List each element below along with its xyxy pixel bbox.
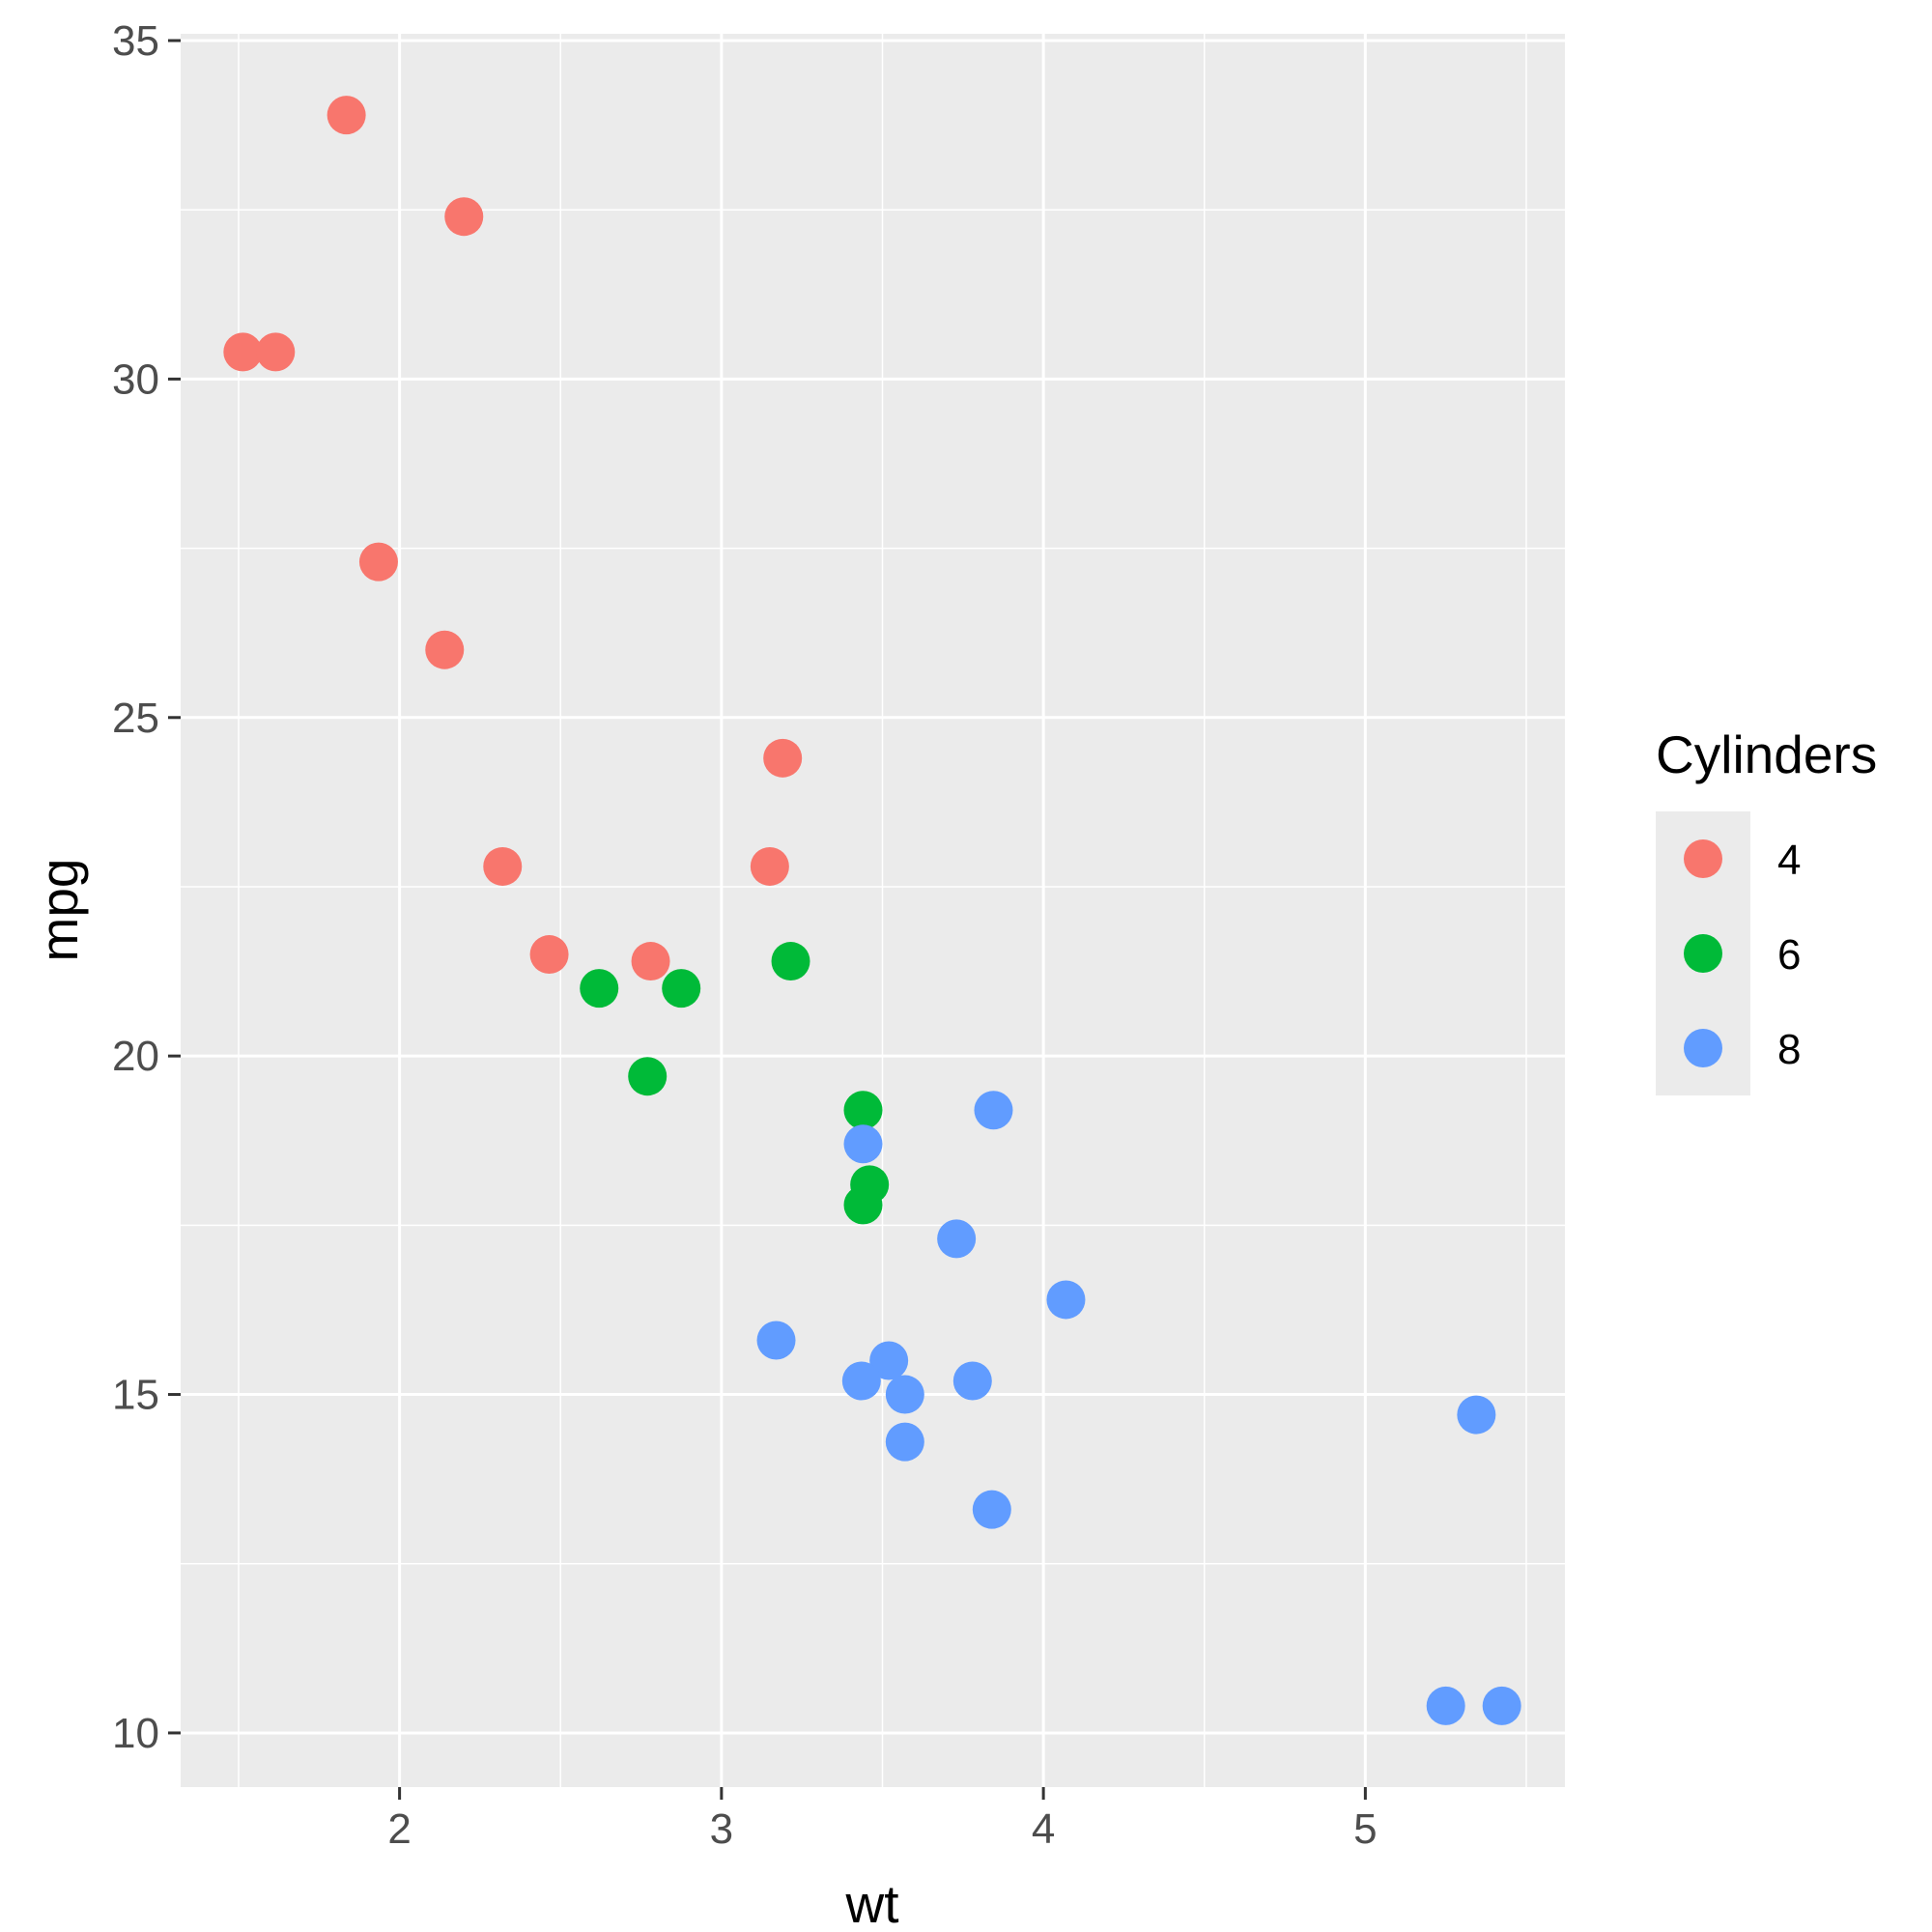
data-point-cyl-4 bbox=[256, 332, 296, 372]
x-tick-label: 5 bbox=[1353, 1805, 1377, 1853]
legend-key-4 bbox=[1684, 839, 1722, 878]
data-point-cyl-8 bbox=[841, 1361, 881, 1401]
data-point-cyl-8 bbox=[972, 1490, 1011, 1529]
data-points bbox=[223, 96, 1521, 1725]
data-point-cyl-8 bbox=[843, 1124, 883, 1164]
legend: Cylinders 4 6 8 bbox=[1656, 724, 1877, 1095]
data-point-cyl-4 bbox=[223, 332, 263, 372]
data-point-cyl-8 bbox=[1457, 1395, 1496, 1435]
y-tick-label: 35 bbox=[112, 17, 159, 65]
data-point-cyl-8 bbox=[952, 1361, 992, 1401]
data-point-cyl-8 bbox=[885, 1422, 924, 1462]
tick-labels: 2 3 4 5 10 15 20 25 30 35 bbox=[112, 17, 1378, 1853]
x-tick-label: 4 bbox=[1032, 1805, 1055, 1853]
data-point-cyl-4 bbox=[631, 942, 670, 981]
legend-title: Cylinders bbox=[1656, 724, 1877, 784]
data-point-cyl-8 bbox=[1046, 1280, 1086, 1320]
data-point-cyl-6 bbox=[843, 1091, 883, 1130]
data-point-cyl-4 bbox=[750, 846, 789, 886]
data-point-cyl-8 bbox=[1426, 1686, 1465, 1725]
y-tick-label: 10 bbox=[112, 1710, 159, 1757]
y-tick-label: 20 bbox=[112, 1033, 159, 1080]
data-point-cyl-8 bbox=[937, 1219, 977, 1259]
y-tick-label: 25 bbox=[112, 695, 159, 742]
data-point-cyl-4 bbox=[763, 738, 803, 778]
data-point-cyl-8 bbox=[974, 1091, 1013, 1130]
x-tick-label: 2 bbox=[387, 1805, 411, 1853]
data-point-cyl-8 bbox=[1482, 1686, 1521, 1725]
y-tick-label: 15 bbox=[112, 1372, 159, 1419]
x-axis-title: wt bbox=[845, 1874, 899, 1932]
minor-gridlines bbox=[181, 34, 1565, 1787]
legend-label-4: 4 bbox=[1777, 837, 1801, 884]
data-point-cyl-4 bbox=[327, 96, 366, 135]
data-point-cyl-6 bbox=[580, 969, 619, 1009]
data-point-cyl-8 bbox=[869, 1341, 909, 1380]
data-point-cyl-6 bbox=[662, 969, 701, 1009]
x-tick-label: 3 bbox=[710, 1805, 733, 1853]
data-point-cyl-4 bbox=[529, 935, 569, 975]
data-point-cyl-8 bbox=[885, 1375, 924, 1414]
data-point-cyl-6 bbox=[771, 942, 810, 981]
major-gridlines bbox=[181, 34, 1565, 1787]
legend-key-6 bbox=[1684, 934, 1722, 973]
data-point-cyl-4 bbox=[425, 630, 465, 669]
data-point-cyl-4 bbox=[444, 197, 484, 237]
data-point-cyl-6 bbox=[628, 1057, 668, 1096]
plot-panel bbox=[181, 34, 1565, 1787]
data-point-cyl-4 bbox=[483, 846, 523, 886]
data-point-cyl-6 bbox=[843, 1185, 883, 1225]
y-tick-label: 30 bbox=[112, 355, 159, 403]
data-point-cyl-8 bbox=[756, 1321, 796, 1360]
legend-key-8 bbox=[1684, 1029, 1722, 1067]
legend-label-6: 6 bbox=[1777, 931, 1801, 979]
legend-items: 4 6 8 bbox=[1684, 837, 1801, 1073]
axis-ticks bbox=[168, 39, 1367, 1800]
data-point-cyl-4 bbox=[358, 542, 398, 582]
legend-label-8: 8 bbox=[1777, 1026, 1801, 1073]
y-axis-title: mpg bbox=[29, 859, 89, 962]
